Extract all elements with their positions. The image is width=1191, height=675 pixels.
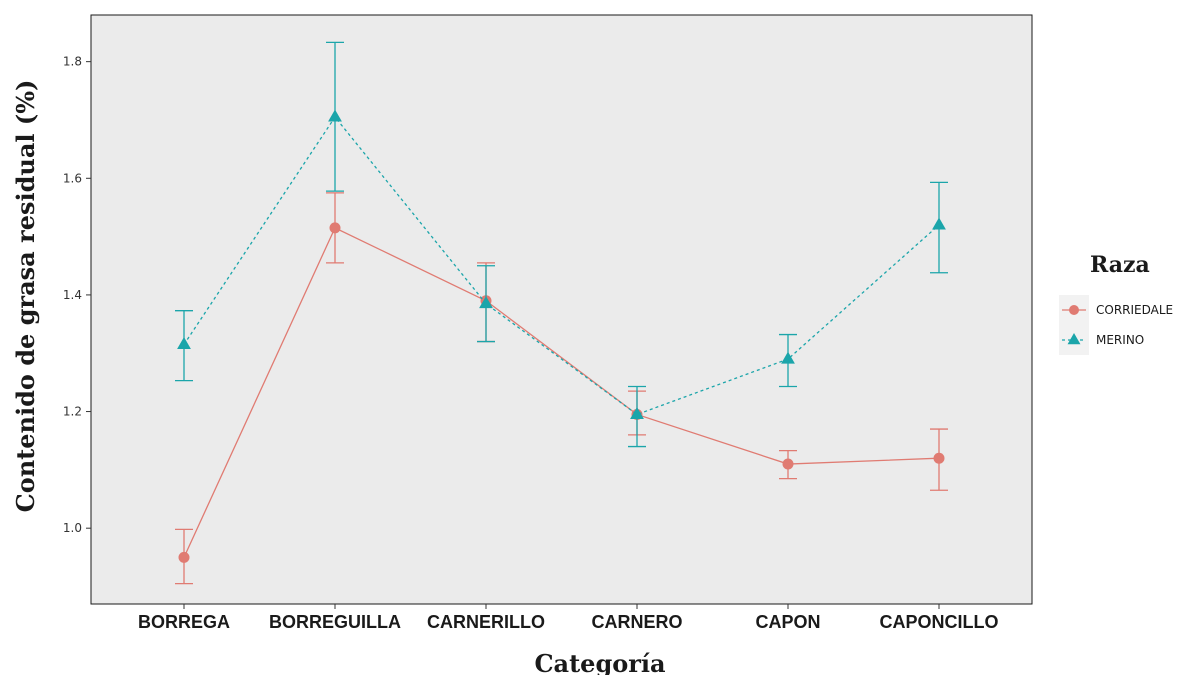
data-point	[479, 296, 493, 309]
y-axis-title: Contenido de grasa residual (%)	[11, 80, 40, 513]
series-layer	[175, 41, 948, 585]
x-tick-label: CARNERO	[591, 612, 682, 632]
series-line	[183, 226, 940, 558]
x-tick-label: BORREGA	[138, 612, 230, 632]
data-point	[630, 406, 644, 419]
series-merino	[175, 41, 948, 448]
legend-label-merino: MERINO	[1096, 333, 1144, 347]
y-tick-label: 1.6	[63, 171, 82, 185]
y-tick-label: 1.2	[63, 405, 82, 419]
data-point	[178, 551, 190, 563]
data-point	[329, 222, 341, 234]
legend: Raza CORRIEDALE MERINO	[1059, 252, 1173, 355]
legend-key-marker	[1067, 333, 1081, 345]
x-tick-label: CAPONCILLO	[880, 612, 999, 632]
x-tick-label: BORREGUILLA	[269, 612, 401, 632]
y-tick-label: 1.0	[63, 521, 82, 535]
y-tick-label: 1.8	[63, 55, 82, 69]
y-tick-label: 1.4	[63, 288, 82, 302]
x-tick-label: CARNERILLO	[427, 612, 545, 632]
series-line	[183, 115, 940, 416]
data-point	[177, 336, 191, 349]
x-axis: BORREGA BORREGUILLA CARNERILLO CARNERO CAPON…	[138, 604, 999, 632]
data-point	[782, 458, 794, 470]
x-tick-label: CAPON	[755, 612, 820, 632]
legend-key-marker	[1069, 305, 1079, 315]
data-point	[328, 109, 342, 122]
plot-panel	[90, 14, 1033, 605]
data-point	[933, 452, 945, 464]
legend-title: Raza	[1090, 252, 1150, 278]
x-axis-title: Categoría	[534, 649, 665, 675]
legend-label-corriedale: CORRIEDALE	[1096, 303, 1173, 317]
data-point	[932, 217, 946, 230]
data-point	[781, 351, 795, 364]
y-axis: 1.0 1.2 1.4 1.6 1.8	[63, 55, 91, 535]
